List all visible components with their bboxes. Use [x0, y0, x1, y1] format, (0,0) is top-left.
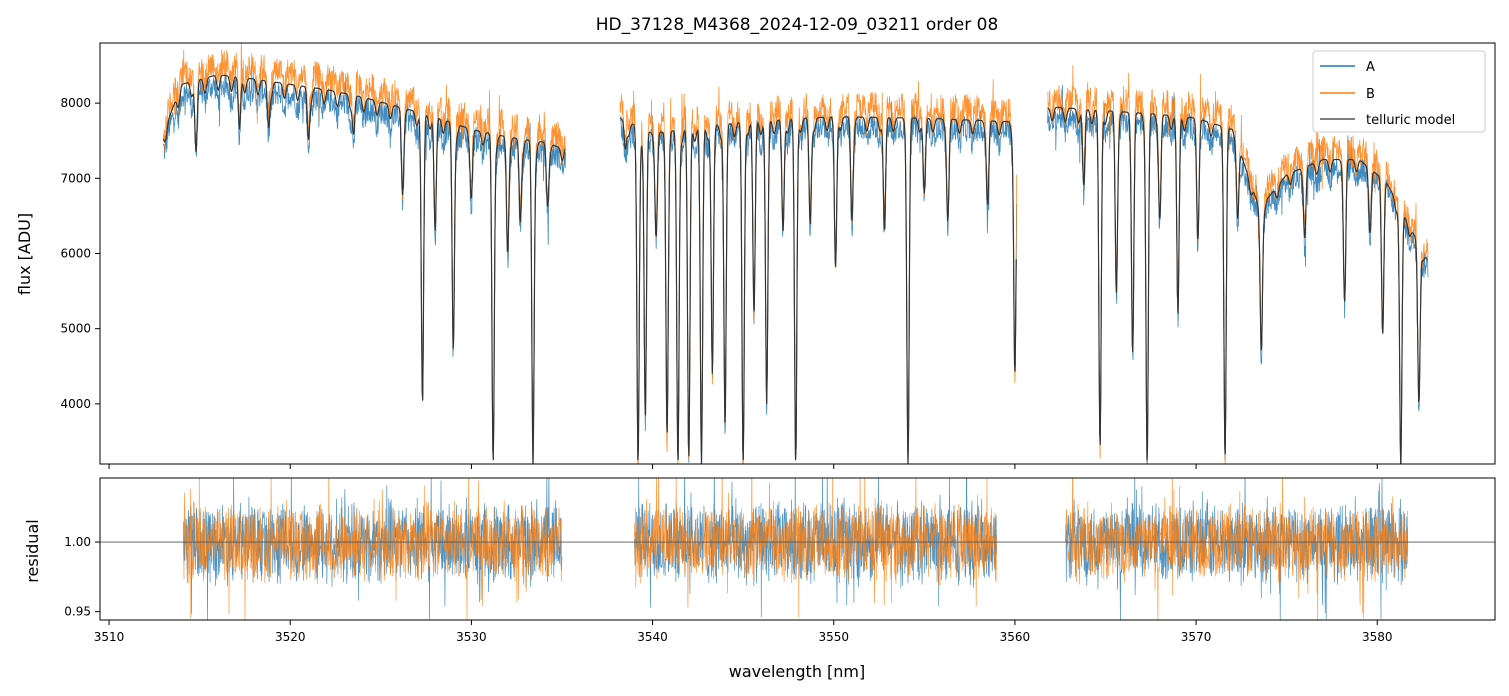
bottom-y-axis-label: residual — [23, 519, 42, 582]
bottom-x-tick-label: 3540 — [637, 630, 668, 644]
legend-label-telluric: telluric model — [1366, 113, 1455, 128]
top-y-tick-label: 5000 — [60, 322, 91, 336]
bottom-x-tick-label: 3530 — [456, 630, 487, 644]
series-b-line-segment-3 — [1047, 64, 1429, 464]
bottom-axes-frame — [99, 477, 1496, 621]
bottom-x-tick-label: 3510 — [94, 630, 125, 644]
series-b-line-segment-1 — [163, 43, 566, 464]
legend-label-a: A — [1366, 60, 1375, 75]
residual-b-segment-2 — [634, 478, 998, 618]
x-axis-label: wavelength [nm] — [729, 662, 866, 681]
bottom-y-axis: 0.95 1.00 — [64, 535, 100, 619]
telluric-model-core-segment-2 — [619, 116, 1017, 464]
bottom-plot-area — [100, 478, 1495, 620]
bottom-y-tick-label: 0.95 — [64, 605, 91, 619]
bottom-x-tick-label: 3580 — [1362, 630, 1393, 644]
telluric-model-core-segment-1 — [162, 74, 566, 464]
top-y-tick-label: 7000 — [60, 171, 91, 185]
legend-label-b: B — [1366, 87, 1375, 102]
bottom-panel: 0.95 1.00 3510 3520 3530 3540 3550 3560 3570 358… — [23, 477, 1496, 681]
top-y-tick-label: 6000 — [60, 247, 91, 261]
chart-title: HD_37128_M4368_2024-12-09_03211 order 08 — [596, 15, 999, 35]
legend-box — [1312, 50, 1486, 133]
top-x-axis — [108, 464, 1378, 469]
top-panel: 4000 5000 6000 7000 8000 flux [ADU] — [15, 42, 1496, 469]
series-a-line-segment-3 — [1047, 84, 1429, 464]
bottom-x-tick-label: 3570 — [1181, 630, 1212, 644]
legend: A B telluric model — [1312, 50, 1486, 133]
residual-b-segment-1 — [182, 478, 563, 620]
top-y-axis-label: flux [ADU] — [15, 213, 34, 295]
residual-b-segment-3 — [1065, 478, 1409, 620]
top-y-axis: 4000 5000 6000 7000 8000 — [60, 96, 100, 411]
top-y-tick-label: 4000 — [60, 397, 91, 411]
bottom-y-tick-label: 1.00 — [64, 535, 91, 549]
telluric-model-core-segment-3 — [1047, 106, 1428, 464]
top-plot-area — [162, 43, 1429, 464]
residual-a-segment-2 — [634, 478, 998, 618]
telluric-model-line-segment-3 — [1047, 106, 1428, 464]
top-y-tick-label: 8000 — [60, 96, 91, 110]
series-a-line-segment-1 — [163, 65, 566, 464]
bottom-x-tick-label: 3520 — [275, 630, 306, 644]
bottom-x-tick-label: 3550 — [818, 630, 849, 644]
bottom-x-tick-label: 3560 — [1000, 630, 1031, 644]
bottom-x-axis: 3510 3520 3530 3540 3550 3560 3570 3580 — [94, 620, 1393, 644]
